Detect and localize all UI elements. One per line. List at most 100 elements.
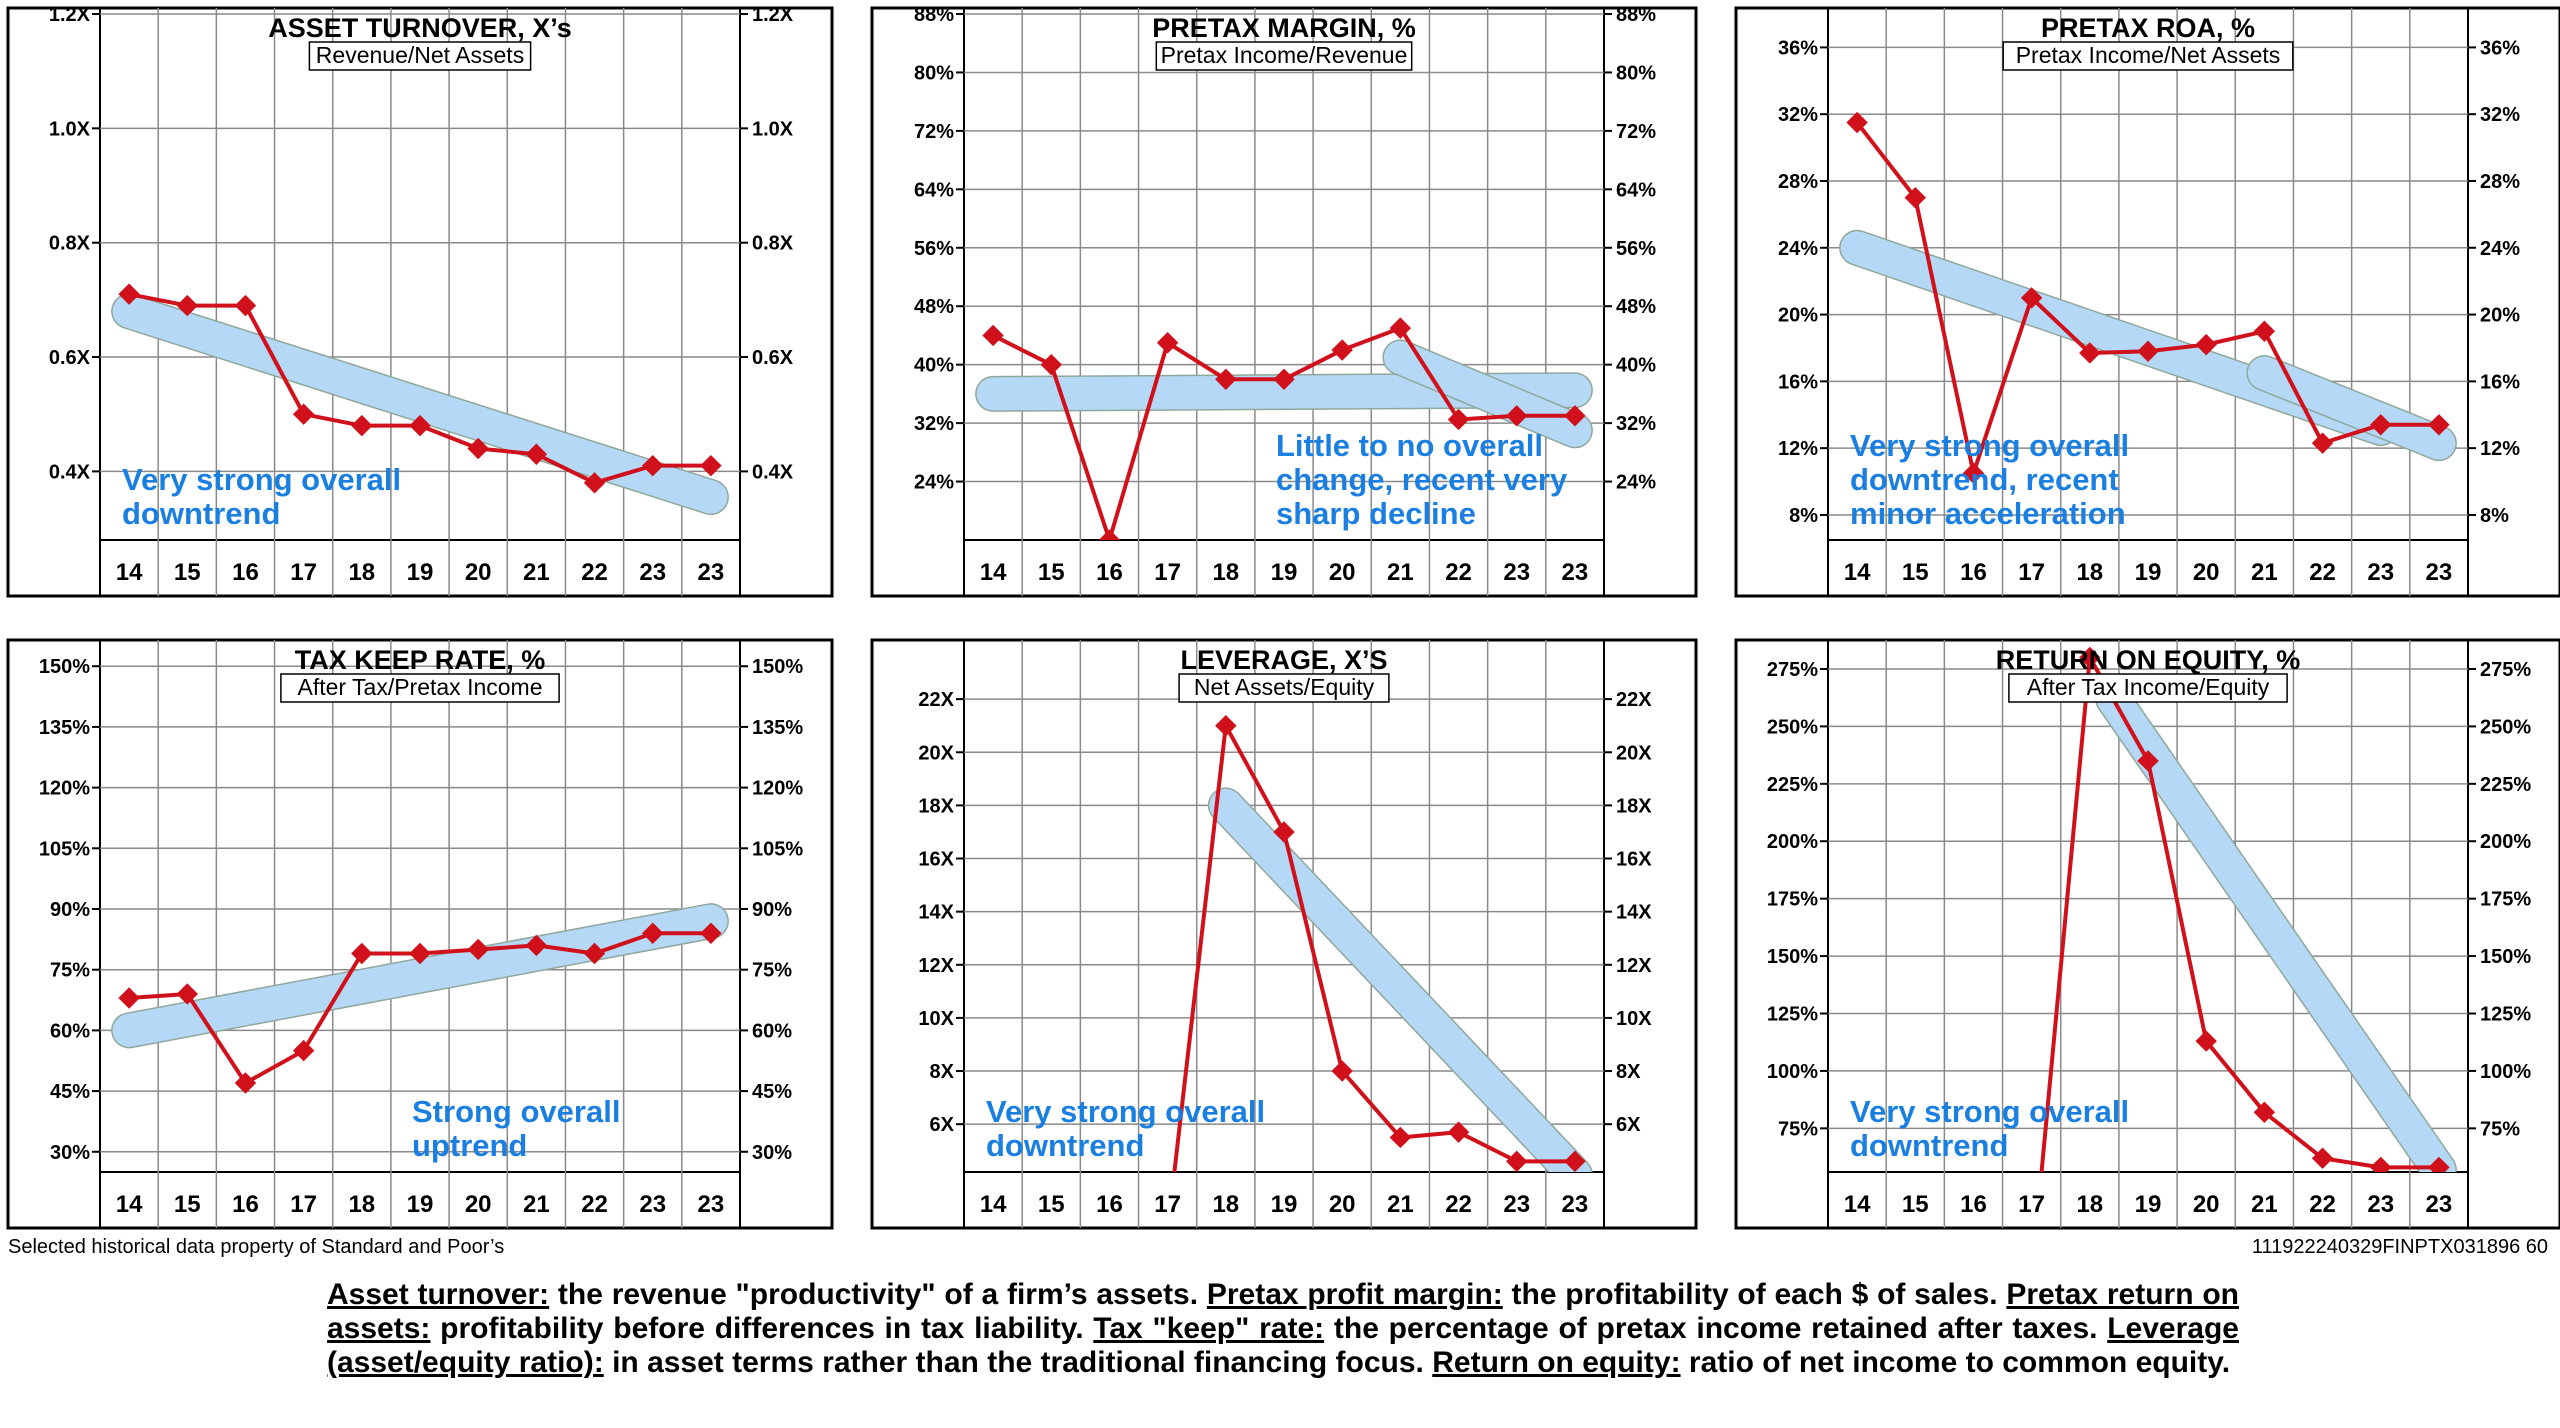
y-tick-label-right: 275% [2480, 659, 2531, 681]
x-tick-label: 22 [2309, 1191, 2336, 1218]
trend-band [112, 294, 728, 514]
x-tick-label: 21 [2251, 559, 2278, 586]
data-point [2195, 1030, 2217, 1052]
data-point [351, 942, 373, 965]
x-tick-label: 16 [1096, 559, 1123, 586]
y-tick-label-right: 40% [1616, 355, 1656, 377]
x-tick-label: 18 [348, 559, 375, 586]
definition-item: Leverage (asset/equity ratio): in asset … [327, 1312, 2239, 1379]
data-point [1564, 1150, 1586, 1172]
data-point [1098, 529, 1121, 540]
y-tick-label-left: 24% [914, 472, 954, 494]
y-tick-label-left: 0.6X [49, 347, 91, 369]
y-tick-label-right: 135% [752, 717, 803, 739]
plot-area [1839, 111, 2457, 484]
data-point [2311, 432, 2334, 454]
definition-term: Asset turnover: [327, 1278, 550, 1311]
y-tick-label-left: 135% [39, 717, 90, 739]
y-tick-label-left: 16% [1778, 371, 1818, 393]
chart-subtitle: After Tax Income/Equity [2027, 674, 2270, 700]
y-tick-label-right: 32% [2480, 104, 2520, 126]
y-tick-label-right: 105% [752, 838, 803, 860]
chart-annotation: downtrend [1850, 1128, 2008, 1163]
x-tick-label: 15 [1038, 559, 1065, 586]
x-tick-label: 17 [2018, 559, 2045, 586]
chart-title: LEVERAGE, X’S [1180, 645, 1387, 675]
data-point [1564, 405, 1586, 427]
y-tick-label-right: 24% [1616, 472, 1656, 494]
data-point [2137, 340, 2159, 363]
x-tick-label: 16 [1960, 559, 1987, 586]
chart-panel: 8% 8% 12% 12% 16% 16% 20% 20% 24% 24% 28% 28% 32% 32%… [1734, 6, 2560, 598]
x-tick-label: 21 [2251, 1191, 2278, 1218]
data-point [1331, 339, 1353, 361]
data-point [1273, 368, 1295, 390]
y-tick-label-right: 45% [752, 1081, 792, 1103]
definitions-paragraph: Asset turnover: the revenue "productivit… [327, 1278, 2239, 1380]
x-tick-label: 21 [523, 559, 550, 586]
x-tick-label: 15 [1902, 559, 1929, 586]
data-point [700, 454, 722, 477]
data-point [1447, 408, 1470, 431]
y-tick-label-right: 16X [1616, 849, 1652, 871]
y-tick-label-left: 125% [1767, 1004, 1818, 1026]
y-tick-label-right: 14X [1616, 902, 1652, 924]
data-point [2137, 750, 2159, 772]
chart-annotation: sharp decline [1276, 496, 1476, 531]
chart-title: PRETAX ROA, % [2041, 13, 2255, 43]
y-tick-label-left: 0.8X [49, 233, 91, 255]
y-tick-label-right: 18X [1616, 795, 1652, 817]
data-point [467, 938, 489, 961]
data-point [2428, 414, 2450, 436]
y-tick-label-right: 175% [2480, 889, 2531, 911]
y-tick-label-right: 250% [2480, 716, 2531, 738]
chart-annotation: change, recent very [1276, 462, 1568, 497]
x-tick-label: 18 [2076, 559, 2103, 586]
y-tick-label-left: 100% [1767, 1061, 1818, 1083]
x-tick-label: 17 [290, 559, 317, 586]
data-line [1172, 723, 1575, 1172]
data-point [409, 414, 431, 437]
y-tick-label-right: 90% [752, 899, 792, 921]
data-point [234, 1072, 257, 1094]
data-point [1846, 111, 1868, 134]
chart-panel: 24% 24% 32% 32% 40% 40% 48% 48% 56% 56% 64% 64% 72% 7… [870, 4, 1698, 598]
y-tick-label-right: 0.6X [752, 347, 794, 369]
x-tick-label: 23 [2426, 1191, 2453, 1218]
x-tick-label: 23 [2426, 559, 2453, 586]
x-tick-label: 23 [1562, 559, 1589, 586]
y-tick-label-right: 20% [2480, 305, 2520, 327]
y-tick-label-left: 60% [50, 1020, 90, 1042]
x-tick-label: 23 [1562, 1191, 1589, 1218]
chart-annotation: downtrend [986, 1128, 1144, 1163]
data-point [292, 403, 315, 425]
y-tick-label-left: 8X [930, 1061, 955, 1083]
data-point [525, 443, 548, 465]
y-tick-label-right: 48% [1616, 296, 1656, 318]
y-tick-label-left: 90% [50, 899, 90, 921]
data-point [2311, 1147, 2334, 1169]
x-tick-label: 15 [1902, 1191, 1929, 1218]
data-point [982, 324, 1004, 347]
plot-area [1172, 714, 1593, 1172]
x-tick-label: 20 [2193, 1191, 2220, 1218]
y-tick-label-left: 120% [39, 778, 90, 800]
chart-annotation: downtrend [122, 496, 280, 531]
data-point [642, 454, 664, 477]
x-tick-label: 20 [465, 559, 492, 586]
data-point [2020, 287, 2043, 309]
subtitle-box [280, 673, 560, 703]
x-tick-label: 23 [639, 1191, 666, 1218]
chart-subtitle: Revenue/Net Assets [316, 42, 524, 68]
y-tick-label-right: 150% [2480, 946, 2531, 968]
x-tick-label: 23 [1503, 1191, 1530, 1218]
trend-band [2096, 682, 2456, 1172]
x-tick-label: 14 [980, 1191, 1007, 1218]
x-tick-label: 22 [1445, 559, 1472, 586]
data-point [351, 414, 373, 437]
definition-term: Pretax return on assets: [327, 1278, 2239, 1345]
x-tick-label: 23 [2367, 1191, 2394, 1218]
data-point [1389, 317, 1412, 339]
data-point [2253, 320, 2276, 342]
y-tick-label-right: 60% [752, 1020, 792, 1042]
